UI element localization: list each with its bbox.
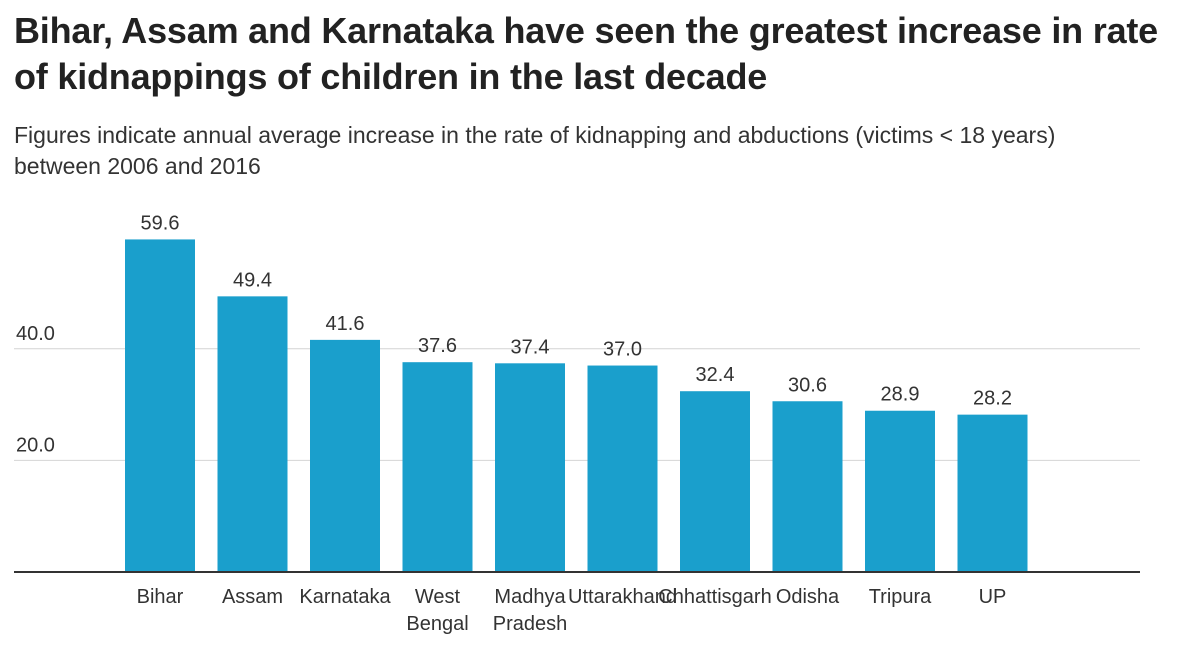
value-label: 49.4: [233, 269, 272, 291]
x-tick-label: Karnataka: [299, 586, 391, 608]
x-tick-label: UP: [979, 586, 1007, 608]
value-label: 28.2: [973, 388, 1012, 410]
bar: [865, 410, 935, 572]
value-label: 32.4: [696, 364, 735, 386]
value-label: 30.6: [788, 374, 827, 396]
y-tick-labels: 20.0 40.0: [16, 323, 55, 457]
bar: [680, 391, 750, 572]
bar: [310, 339, 380, 572]
x-tick-label-line: West: [415, 586, 461, 608]
value-label: 37.4: [511, 336, 550, 358]
value-label: 37.0: [603, 339, 642, 361]
x-tick-label: West Bengal: [406, 586, 468, 635]
value-labels: 59.6 49.4 41.6 37.6 37.4 37.0 32.4 30.6 28.9 28.2: [141, 212, 1012, 409]
x-tick-label: Tripura: [869, 586, 932, 608]
x-tick-label: Bihar: [137, 586, 184, 608]
x-category-labels: Bihar Assam Karnataka West Bengal Madhya Prade…: [137, 586, 1007, 635]
x-tick-label-line: Pradesh: [493, 613, 568, 635]
x-tick-label-line: Karnataka: [299, 586, 391, 608]
x-tick-label: Assam: [222, 586, 283, 608]
x-tick-label-line: UP: [979, 586, 1007, 608]
bar: [217, 296, 288, 572]
value-label: 59.6: [141, 212, 180, 234]
y-tick-label: 20.0: [16, 434, 55, 456]
x-tick-label-line: Bengal: [406, 613, 468, 635]
x-tick-label-line: Assam: [222, 586, 283, 608]
x-tick-label: Madhya Pradesh: [493, 586, 568, 635]
value-label: 28.9: [881, 384, 920, 406]
bar: [772, 401, 843, 572]
gridlines: [14, 348, 1140, 461]
value-label: 37.6: [418, 335, 457, 357]
x-tick-label-line: Chhattisgarh: [658, 586, 771, 608]
bar: [957, 414, 1028, 572]
bars: [125, 239, 1028, 572]
value-label: 41.6: [326, 313, 365, 335]
x-tick-label-line: Bihar: [137, 586, 184, 608]
x-tick-label-line: Madhya: [494, 586, 566, 608]
x-tick-label: Odisha: [776, 586, 840, 608]
bar: [587, 365, 658, 572]
x-tick-label-line: Uttarakhand: [568, 586, 677, 608]
y-tick-label: 40.0: [16, 323, 55, 345]
x-tick-label-line: Odisha: [776, 586, 840, 608]
x-tick-label: Uttarakhand: [568, 586, 677, 608]
chart-title: Bihar, Assam and Karnataka have seen the…: [14, 10, 1159, 97]
bar: [125, 239, 195, 572]
bar: [495, 363, 565, 572]
x-tick-label-line: Tripura: [869, 586, 932, 608]
bar: [402, 362, 473, 572]
x-tick-label: Chhattisgarh: [658, 586, 771, 608]
chart-subtitle: Figures indicate annual average increase…: [14, 122, 1056, 179]
